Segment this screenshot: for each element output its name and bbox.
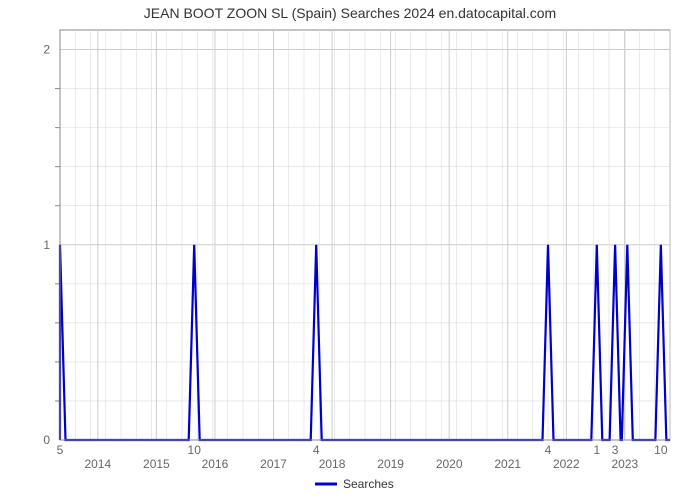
x-year-label: 2021 <box>494 457 521 471</box>
y-tick-label: 1 <box>43 238 50 252</box>
x-year-label: 2019 <box>377 457 404 471</box>
x-top-label: 4 <box>313 443 320 457</box>
y-tick-label: 0 <box>43 433 50 447</box>
x-year-label: 2017 <box>260 457 287 471</box>
x-top-label: 5 <box>57 443 64 457</box>
legend-label: Searches <box>343 477 394 491</box>
chart-title: JEAN BOOT ZOON SL (Spain) Searches 2024 … <box>144 5 556 21</box>
x-top-label: 3 <box>612 443 619 457</box>
x-year-label: 2018 <box>319 457 346 471</box>
x-top-label: 4 <box>545 443 552 457</box>
y-tick-label: 2 <box>43 43 50 57</box>
x-top-label: 10 <box>188 443 202 457</box>
x-year-label: 2014 <box>84 457 111 471</box>
searches-line-chart: JEAN BOOT ZOON SL (Spain) Searches 2024 … <box>0 0 700 500</box>
x-year-label: 2023 <box>612 457 639 471</box>
x-year-label: 2022 <box>553 457 580 471</box>
x-year-label: 2015 <box>143 457 170 471</box>
x-top-label: 1 <box>593 443 600 457</box>
x-top-label: 10 <box>654 443 668 457</box>
chart-container: JEAN BOOT ZOON SL (Spain) Searches 2024 … <box>0 0 700 500</box>
x-year-label: 2020 <box>436 457 463 471</box>
x-year-label: 2016 <box>202 457 229 471</box>
